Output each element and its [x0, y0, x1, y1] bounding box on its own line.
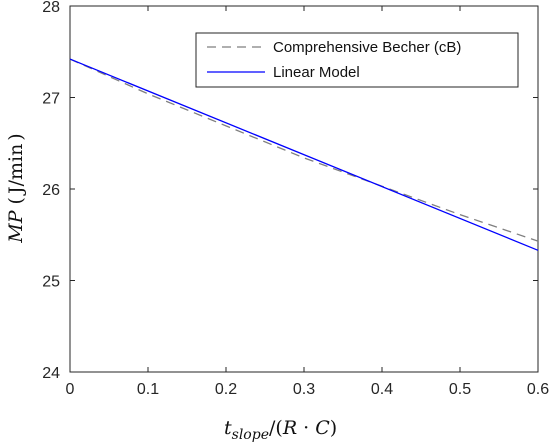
- y-tick-label: 25: [42, 274, 60, 291]
- x-tick-label: 0.3: [293, 381, 315, 398]
- series-line-cb: [69, 58, 539, 242]
- x-tick-label: 0.1: [137, 381, 159, 398]
- legend-label-linear: Linear Model: [273, 64, 360, 81]
- x-tick-label: 0: [66, 381, 75, 398]
- x-tick-label: 0.5: [449, 381, 471, 398]
- series-layer: [69, 58, 539, 251]
- legend-box: [195, 32, 519, 88]
- y-axis-label: MP(J/min): [5, 133, 27, 243]
- y-tick-label: 24: [42, 365, 60, 382]
- y-tick-label: 26: [42, 182, 60, 199]
- legend: Comprehensive Becher (cB) Linear Model: [195, 32, 519, 88]
- y-tick-label: 27: [42, 91, 60, 108]
- x-axis-ticks: 0 0.1 0.2 0.3 0.4 0.5 0.6: [66, 6, 549, 398]
- x-axis-label: tslope/(R · C): [224, 417, 337, 443]
- legend-label-cb: Comprehensive Becher (cB): [273, 39, 461, 56]
- series-line-linear: [69, 58, 539, 251]
- y-tick-label: 28: [42, 0, 60, 16]
- x-tick-label: 0.4: [371, 381, 393, 398]
- x-axis-title: tslope/(R · C): [224, 417, 337, 443]
- y-axis-title: MP(J/min): [5, 133, 27, 243]
- x-tick-label: 0.6: [527, 381, 549, 398]
- x-tick-label: 0.2: [215, 381, 237, 398]
- y-axis-ticks: 24 25 26 27 28: [42, 0, 538, 382]
